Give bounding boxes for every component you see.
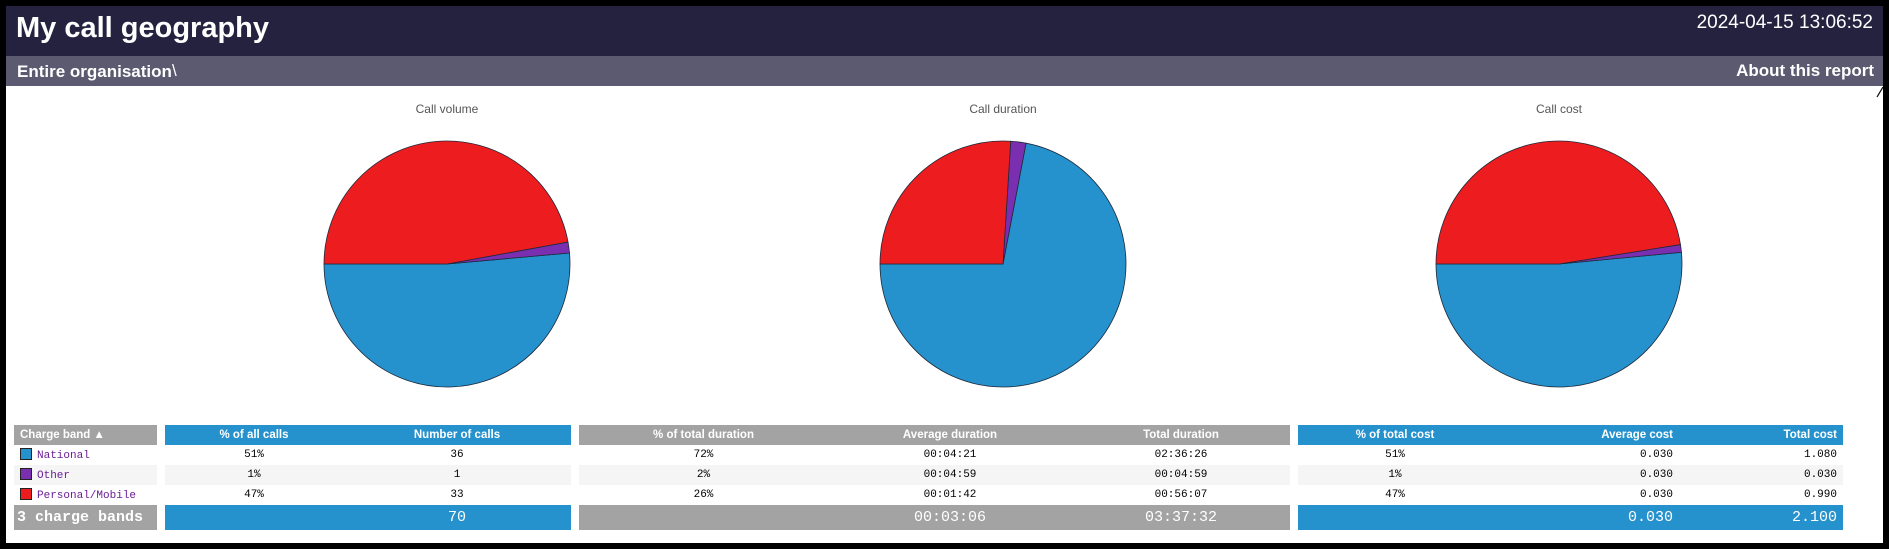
table-footer-row: 3 charge bands 70 00:03:06 03:37:32 0.03… [14, 505, 1843, 530]
scroll-indicator-icon [1876, 86, 1884, 98]
footer-band-count: 3 charge bands [14, 505, 157, 530]
charge-band-table: Charge band ▲ % of all calls Number of c… [14, 425, 1843, 530]
pie-slice-call-costpersonal-mobile [1435, 140, 1681, 265]
column-header-pct-cost[interactable]: % of total cost [1298, 425, 1492, 445]
cell-total-duration: 00:56:07 [1154, 489, 1208, 501]
cell-pct-calls: 47% [244, 489, 264, 501]
cell-avg-duration: 00:01:42 [923, 489, 977, 501]
pie-slice-call-durationnational [879, 142, 1127, 388]
footer-num-calls: 70 [343, 505, 571, 530]
footer-total-duration: 03:37:32 [1072, 505, 1290, 530]
cell-pct-calls: 1% [165, 465, 343, 485]
report-timestamp: 2024-04-15 13:06:52 [1696, 12, 1873, 33]
table-row: Other 1% 1 2% 00:04:59 00:04:59 1% 0.030… [14, 465, 1843, 485]
cell-total-cost: 1.080 [1803, 449, 1837, 461]
about-report-link[interactable]: About this report [1736, 61, 1874, 80]
column-header-pct-calls[interactable]: % of all calls [165, 425, 343, 445]
chart-title-call-cost: Call cost [1535, 102, 1582, 116]
pie-slice-call-volumenational [323, 252, 571, 388]
cell-total-cost: 0.990 [1803, 489, 1837, 501]
cell-pct-cost: 1% [1298, 465, 1492, 485]
cell-pct-cost: 51% [1385, 449, 1405, 461]
national-color-swatch [20, 448, 32, 460]
pie-slice-call-volumepersonal-mobile [323, 140, 569, 265]
cell-num-calls: 36 [450, 449, 464, 461]
cell-avg-cost: 0.030 [1639, 449, 1673, 461]
cell-avg-duration: 00:04:59 [828, 465, 1072, 485]
breadcrumb-separator: \ [172, 61, 177, 80]
table-row: Personal/Mobile 47% 33 26% 00:01:42 00:5… [14, 485, 1843, 505]
cell-total-cost: 0.030 [1679, 465, 1843, 485]
breadcrumb-entire-organisation[interactable]: Entire organisation [17, 62, 172, 81]
cell-num-calls: 33 [450, 489, 464, 501]
title-bar: My call geography 2024-04-15 13:06:52 [6, 6, 1883, 56]
column-header-total-duration[interactable]: Total duration [1072, 425, 1290, 445]
column-header-num-calls[interactable]: Number of calls [343, 425, 571, 445]
chart-title-call-volume: Call volume [415, 102, 479, 116]
band-link-other[interactable]: Other [37, 470, 71, 482]
cell-pct-calls: 51% [244, 449, 264, 461]
cell-avg-cost: 0.030 [1639, 489, 1673, 501]
personal-mobile-color-swatch [20, 488, 32, 500]
pie-charts [323, 140, 1683, 388]
other-color-swatch [20, 468, 32, 480]
cell-num-calls: 1 [343, 465, 571, 485]
column-header-charge-band[interactable]: Charge band ▲ [14, 425, 157, 445]
footer-total-cost: 2.100 [1679, 505, 1843, 530]
footer-avg-duration: 00:03:06 [828, 505, 1072, 530]
cell-pct-cost: 47% [1385, 489, 1405, 501]
cell-pct-duration: 72% [693, 449, 714, 461]
band-link-national[interactable]: National [37, 450, 90, 462]
pie-slice-call-costnational [1435, 251, 1683, 388]
footer-avg-cost: 0.030 [1492, 505, 1679, 530]
cell-avg-duration: 00:04:21 [923, 449, 977, 461]
chart-title-call-duration: Call duration [969, 102, 1037, 116]
pie-slice-call-durationpersonal-mobile [879, 140, 1012, 265]
column-header-avg-duration[interactable]: Average duration [828, 425, 1072, 445]
cell-pct-duration: 26% [693, 489, 714, 501]
cell-avg-cost: 0.030 [1492, 465, 1679, 485]
cell-total-duration: 00:04:59 [1072, 465, 1290, 485]
column-header-pct-duration[interactable]: % of total duration [579, 425, 828, 445]
band-link-personal-mobile[interactable]: Personal/Mobile [37, 490, 137, 502]
table-row: National 51% 36 72% 00:04:21 02:36:26 51… [14, 445, 1843, 465]
column-header-total-cost[interactable]: Total cost [1679, 425, 1843, 445]
page-title: My call geography [16, 12, 270, 44]
nav-bar: Entire organisation \ About this report [6, 56, 1883, 86]
cell-total-duration: 02:36:26 [1154, 449, 1208, 461]
column-header-avg-cost[interactable]: Average cost [1492, 425, 1679, 445]
cell-pct-duration: 2% [579, 465, 828, 485]
